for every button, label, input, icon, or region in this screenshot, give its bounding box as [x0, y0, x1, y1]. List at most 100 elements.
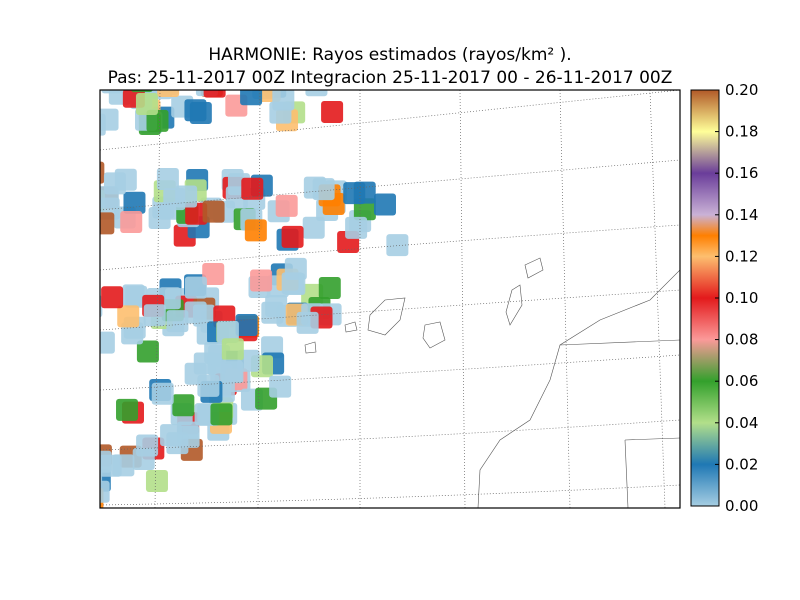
lightning-cell [305, 90, 328, 97]
lightning-cell [189, 102, 212, 125]
title-line-2: Pas: 25-11-2017 00Z Integracion 25-11-20… [108, 68, 673, 88]
lightning-cell [172, 394, 195, 417]
lightning-cell [146, 109, 169, 132]
colorbar-tick-label: 0.12 [725, 247, 758, 265]
lightning-cell [210, 403, 233, 426]
map [53, 69, 680, 535]
map-frame [99, 89, 681, 509]
colorbar-tick-label: 0.06 [725, 372, 758, 390]
lightning-cell [66, 83, 88, 105]
lightning-cell [269, 375, 292, 398]
lightning-cell [69, 295, 91, 317]
lightning-cell [100, 461, 103, 484]
lightning-cell [123, 191, 146, 214]
coastlines [304, 257, 680, 508]
lightning-cell [117, 305, 140, 328]
lightning-cell [73, 178, 95, 200]
lightning-cell [78, 94, 100, 116]
colorbar-tick-label: 0.04 [725, 414, 758, 432]
lightning-cell [302, 216, 325, 239]
lightning-cell [373, 193, 396, 216]
lightning-cell [54, 344, 76, 366]
lightning-cell [241, 177, 264, 200]
lightning-cell [343, 182, 366, 205]
lightning-cell [184, 276, 207, 299]
lightning-cell [281, 225, 304, 248]
lightning-cell [63, 500, 85, 522]
colorbar [690, 89, 720, 507]
lightning-cell [74, 332, 96, 354]
lightning-cell [193, 352, 216, 375]
lightning-cell [100, 331, 115, 354]
colorbar-tick-label: 0.18 [725, 123, 758, 141]
lightning-field [53, 69, 409, 535]
lightning-cell [216, 320, 239, 343]
lightning-cell [101, 90, 124, 94]
graticule [100, 90, 680, 508]
lightning-cell [157, 90, 180, 97]
title-line-1: HARMONIE: Rayos estimados (rayos/km² ). [208, 45, 571, 65]
colorbar-axis: 0.00 0.02 0.04 0.06 0.08 0.10 0.12 0.14 0.16 0.18… [715, 81, 758, 515]
lightning-cell [100, 161, 105, 184]
lightning-cell [321, 100, 344, 123]
lightning-cell [240, 90, 263, 106]
lightning-cell [265, 295, 288, 318]
colorbar-tick-label: 0.20 [725, 81, 758, 99]
lightning-cell [100, 480, 110, 503]
lightning-cell [77, 95, 99, 117]
lightning-cell [78, 486, 100, 508]
lightning-cell [145, 470, 168, 493]
lightning-cell [163, 188, 186, 211]
lightning-cell [184, 301, 207, 324]
lightning-cell [312, 178, 335, 201]
lightning-cell [221, 338, 244, 361]
lightning-cell [100, 450, 112, 473]
lightning-cell [202, 200, 225, 223]
lightning-cell [136, 434, 159, 457]
colorbar-tick-label: 0.00 [725, 497, 758, 515]
lightning-cell [269, 101, 292, 124]
lightning-cell [197, 374, 220, 397]
lightning-cell [74, 81, 96, 103]
lightning-cell [100, 212, 115, 235]
lightning-cell [143, 304, 166, 327]
lightning-cell [203, 90, 226, 98]
lightning-cell [244, 219, 267, 242]
lightning-cell [345, 216, 368, 239]
lightning-cell [318, 277, 341, 300]
colorbar-tick-label: 0.14 [725, 206, 758, 224]
lightning-cell [221, 361, 244, 384]
lightning-cell [60, 179, 82, 201]
lightning-cell [166, 432, 189, 455]
lightning-cell [202, 262, 225, 285]
lightning-cell [148, 207, 171, 230]
lightning-cell [158, 287, 181, 310]
colorbar-tick-label: 0.10 [725, 289, 758, 307]
lightning-cell [185, 202, 208, 225]
lightning-cell [235, 313, 258, 336]
lightning-cell [281, 272, 304, 295]
lightning-cell [103, 172, 126, 195]
lightning-cell [53, 513, 75, 535]
lightning-cell [69, 509, 91, 531]
lightning-cell [100, 295, 103, 318]
lightning-cell [135, 92, 158, 115]
lightning-cell [67, 69, 89, 91]
lightning-cell [101, 286, 124, 309]
lightning-cell [275, 194, 298, 217]
lightning-cell [166, 310, 189, 333]
colorbar-tick-label: 0.02 [725, 455, 758, 473]
lightning-cell [386, 234, 409, 257]
colorbar-tick-label: 0.08 [725, 331, 758, 349]
lightning-cell [116, 398, 139, 421]
lightning-cell [120, 210, 143, 233]
lightning-cell [296, 311, 319, 334]
lightning-cell [250, 269, 273, 292]
lightning-cell [125, 285, 148, 308]
lightning-cell [136, 340, 159, 363]
lightning-cell [112, 454, 135, 477]
lightning-cell [100, 108, 119, 131]
lightning-cell [121, 322, 144, 345]
lightning-cell [151, 382, 174, 405]
